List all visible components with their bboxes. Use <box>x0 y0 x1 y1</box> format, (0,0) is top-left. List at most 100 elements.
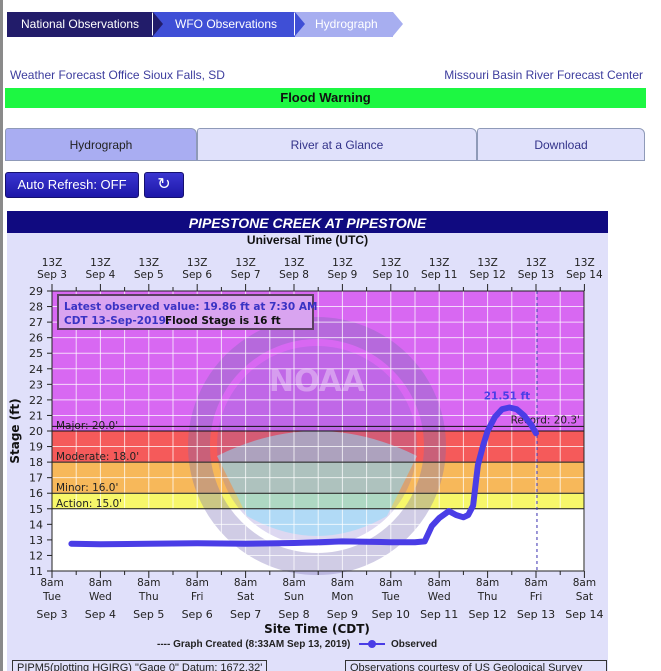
latest-value-line1: Latest observed value: 19.86 ft at 7:30 … <box>64 301 317 313</box>
x-bottom-tick-date: Sep 5 <box>133 608 164 621</box>
x-bottom-tick-time: 8am <box>573 577 596 589</box>
x-top-tick-time: 13Z <box>574 257 595 269</box>
chevron-right-icon <box>295 12 305 36</box>
x-top-tick-time: 13Z <box>429 257 450 269</box>
hydrograph-chart: PIPESTONE CREEK AT PIPESTONE Universal T… <box>7 211 608 671</box>
chart-title: PIPESTONE CREEK AT PIPESTONE <box>7 211 608 233</box>
x-top-tick-time: 13Z <box>187 257 208 269</box>
legend-observed: Observed <box>390 639 438 650</box>
y-tick-label: 24 <box>29 363 43 376</box>
tab-river-at-a-glance[interactable]: River at a Glance <box>197 128 477 161</box>
x-bottom-tick-date: Sep 4 <box>85 608 116 621</box>
refresh-button[interactable]: ↻ <box>144 172 184 198</box>
y-tick-label: 29 <box>29 285 43 298</box>
x-bottom-tick-date: Sep 3 <box>36 608 67 621</box>
x-bottom-tick-date: Sep 11 <box>420 608 458 621</box>
y-tick-label: 21 <box>29 409 43 422</box>
gage-datum-note: PIPM5(plotting HGIRG) "Gage 0" Datum: 16… <box>12 660 268 671</box>
flood-stage-note: Flood Stage is 16 ft <box>165 315 281 327</box>
x-top-tick-date: Sep 8 <box>279 269 309 281</box>
y-tick-label: 15 <box>29 503 43 516</box>
x-bottom-tick-time: 8am <box>524 577 547 589</box>
x-top-tick-date: Sep 13 <box>518 269 555 281</box>
y-tick-label: 14 <box>29 518 43 531</box>
x-bottom-tick-time: 8am <box>234 577 257 589</box>
x-bottom-tick-day: Tue <box>381 591 400 603</box>
refresh-icon: ↻ <box>157 176 171 193</box>
x-bottom-tick-day: Sat <box>576 591 593 603</box>
top-axis-label: Universal Time (UTC) <box>246 233 369 247</box>
x-top-tick-date: Sep 14 <box>566 269 603 281</box>
x-bottom-tick-time: 8am <box>428 577 451 589</box>
y-tick-label: 17 <box>29 472 43 485</box>
x-bottom-tick-day: Sat <box>237 591 254 603</box>
breadcrumb-label: National Observations <box>21 17 140 31</box>
flood-stage-label: Moderate: 18.0' <box>56 451 139 463</box>
x-bottom-tick-date: Sep 12 <box>468 608 506 621</box>
x-top-tick-time: 13Z <box>526 257 547 269</box>
tab-hydrograph[interactable]: Hydrograph <box>5 128 197 161</box>
x-bottom-tick-time: 8am <box>137 577 160 589</box>
latest-value-box <box>57 294 314 330</box>
tab-bar: Hydrograph River at a Glance Download <box>5 128 645 161</box>
x-top-tick-date: Sep 11 <box>421 269 458 281</box>
wfo-link[interactable]: Weather Forecast Office Sioux Falls, SD <box>10 68 225 82</box>
y-tick-label: 18 <box>29 456 43 469</box>
x-bottom-tick-day: Sun <box>284 591 304 603</box>
chevron-right-icon <box>153 12 163 36</box>
x-bottom-tick-time: 8am <box>331 577 354 589</box>
x-top-tick-date: Sep 6 <box>182 269 212 281</box>
x-bottom-tick-date: Sep 6 <box>182 608 213 621</box>
x-bottom-tick-time: 8am <box>89 577 112 589</box>
breadcrumb-hydrograph[interactable]: Hydrograph <box>294 12 403 37</box>
observations-credit: Observations courtesy of US Geological S… <box>345 660 607 671</box>
auto-refresh-button[interactable]: Auto Refresh: OFF <box>5 172 139 198</box>
x-top-tick-time: 13Z <box>381 257 402 269</box>
y-tick-label: 27 <box>29 316 43 329</box>
x-top-tick-time: 13Z <box>332 257 353 269</box>
y-tick-label: 28 <box>29 301 43 314</box>
x-bottom-tick-time: 8am <box>40 577 63 589</box>
peak-label: 21.51 ft <box>484 391 530 403</box>
y-tick-label: 25 <box>29 347 43 360</box>
x-bottom-tick-day: Wed <box>428 591 451 603</box>
breadcrumb-label: WFO Observations <box>175 17 278 31</box>
breadcrumb-national-observations[interactable]: National Observations <box>7 12 163 37</box>
x-bottom-tick-time: 8am <box>476 577 499 589</box>
flood-stage-label: Action: 15.0' <box>56 498 122 510</box>
x-top-tick-time: 13Z <box>90 257 111 269</box>
x-bottom-tick-day: Fri <box>530 591 543 603</box>
x-top-tick-date: Sep 3 <box>37 269 67 281</box>
plot-area: NOAA Action: 15.0' Minor: 16.0' Moderate: 1… <box>8 257 604 636</box>
x-top-tick-date: Sep 10 <box>373 269 410 281</box>
x-bottom-tick-day: Tue <box>42 591 61 603</box>
y-tick-label: 23 <box>29 378 43 391</box>
y-tick-label: 12 <box>29 549 43 562</box>
x-bottom-tick-time: 8am <box>282 577 305 589</box>
breadcrumb: National Observations WFO Observations H… <box>7 12 403 37</box>
breadcrumb-wfo-observations[interactable]: WFO Observations <box>152 12 305 37</box>
x-top-tick-time: 13Z <box>42 257 63 269</box>
tab-download[interactable]: Download <box>477 128 645 161</box>
x-top-tick-date: Sep 9 <box>327 269 357 281</box>
y-tick-label: 22 <box>29 394 43 407</box>
y-tick-label: 19 <box>29 441 43 454</box>
x-bottom-tick-day: Fri <box>191 591 204 603</box>
x-top-tick-time: 13Z <box>477 257 498 269</box>
rfc-link[interactable]: Missouri Basin River Forecast Center <box>444 68 643 82</box>
x-top-tick-date: Sep 4 <box>85 269 115 281</box>
y-tick-label: 16 <box>29 487 43 500</box>
x-bottom-tick-day: Thu <box>477 591 498 603</box>
y-tick-label: 26 <box>29 332 43 345</box>
flood-stage-label: Minor: 16.0' <box>56 482 118 494</box>
x-bottom-tick-date: Sep 7 <box>230 608 261 621</box>
x-top-tick-date: Sep 12 <box>469 269 506 281</box>
flood-warning-banner[interactable]: Flood Warning <box>5 88 646 108</box>
x-top-tick-date: Sep 7 <box>231 269 261 281</box>
x-bottom-tick-date: Sep 10 <box>372 608 410 621</box>
y-tick-label: 13 <box>29 534 43 547</box>
window-edge <box>0 0 3 671</box>
x-bottom-tick-time: 8am <box>186 577 209 589</box>
noaa-logo-ring <box>188 317 446 575</box>
chart-legend: ---- Graph Created (8:33AM Sep 13, 2019)… <box>157 639 437 650</box>
